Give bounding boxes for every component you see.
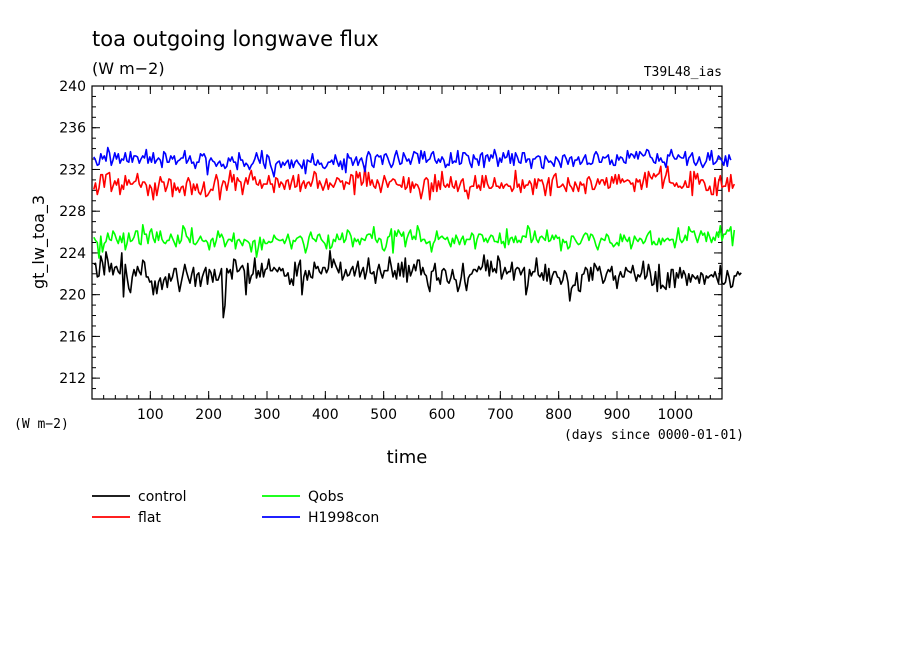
x-tick-label: 700 xyxy=(487,407,514,423)
series-line-h1998con xyxy=(93,146,732,178)
x-tick-label: 400 xyxy=(312,407,339,423)
plot-lines xyxy=(93,146,742,319)
y-axis-label: gt_lw_toa_3 xyxy=(29,195,49,289)
x-tick-label: 500 xyxy=(370,407,397,423)
legend-label-qobs: Qobs xyxy=(308,489,344,505)
run-label: T39L48_ias xyxy=(644,65,722,80)
chart-title: toa outgoing longwave flux xyxy=(92,27,379,51)
x-tick-label: 600 xyxy=(429,407,456,423)
y-tick-label: 224 xyxy=(59,246,86,262)
legend-label-flat: flat xyxy=(138,510,161,526)
x-axis-units: (days since 0000-01-01) xyxy=(564,428,744,443)
y-axis-units: (W m−2) xyxy=(14,417,69,432)
legend-label-control: control xyxy=(138,489,187,505)
y-tick-label: 212 xyxy=(59,371,86,387)
x-axis-label: time xyxy=(387,447,428,468)
y-tick-label: 228 xyxy=(59,204,86,220)
x-tick-label: 1000 xyxy=(658,407,694,423)
x-tick-label: 200 xyxy=(195,407,222,423)
x-tick-label: 300 xyxy=(254,407,281,423)
y-tick-label: 220 xyxy=(59,288,86,304)
x-tick-label: 900 xyxy=(604,407,631,423)
axes: 100 200 300 400 500 600 700 800 900 1000 212 216 220… xyxy=(59,79,722,423)
plot-frame xyxy=(91,85,723,400)
x-tick-label: 100 xyxy=(137,407,164,423)
x-tick-label: 800 xyxy=(545,407,572,423)
series-line-control xyxy=(93,250,742,319)
chart-units: (W m−2) xyxy=(92,59,165,78)
y-tick-label: 240 xyxy=(59,79,86,95)
legend: control flat Qobs H1998con xyxy=(92,489,379,526)
y-tick-label: 232 xyxy=(59,162,86,178)
y-tick-label: 236 xyxy=(59,121,86,137)
y-tick-label: 216 xyxy=(59,329,86,345)
series-line-qobs xyxy=(93,224,736,259)
series-line-flat xyxy=(93,165,736,201)
legend-label-h1998con: H1998con xyxy=(308,510,379,526)
